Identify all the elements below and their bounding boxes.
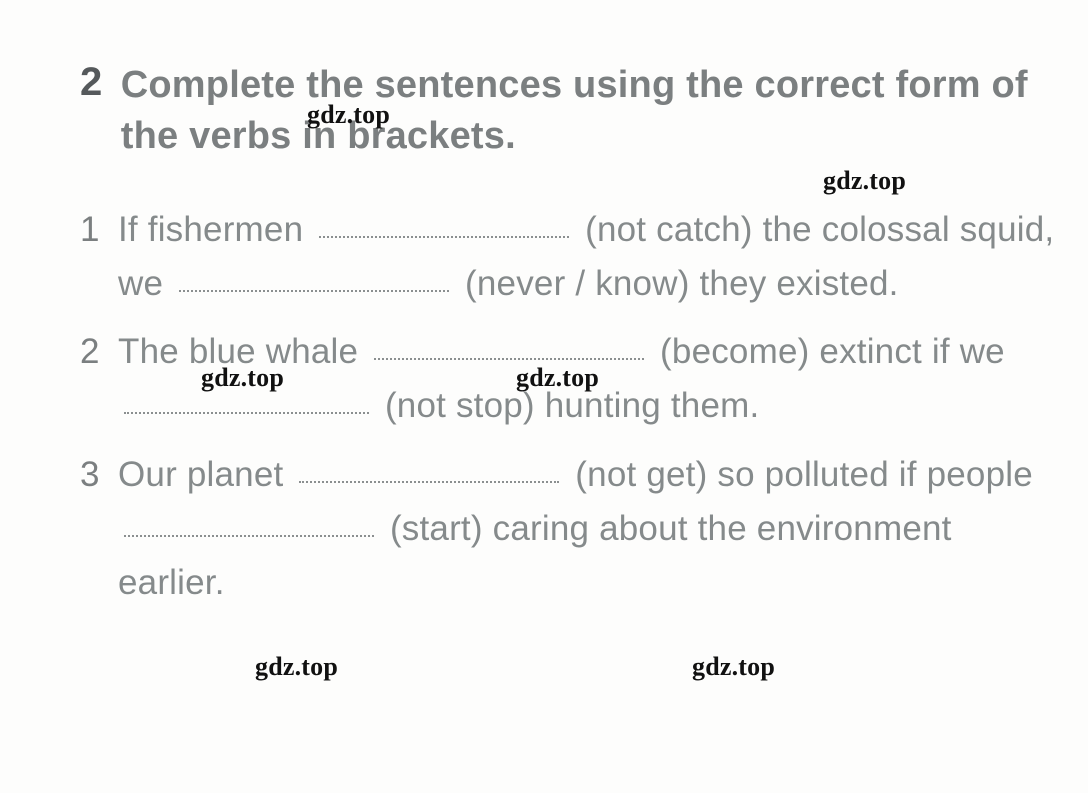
item-number-2: 2 [80,325,118,379]
sentence-fragment: If fishermen [118,210,313,249]
item-text-1: If fishermen (not catch) the colossal sq… [118,203,1058,312]
sentence-fragment: (not stop) hunting them. [385,386,759,425]
blank-input[interactable] [319,206,569,238]
item-text-2: The blue whale (become) extinct if we (n… [118,325,1058,434]
blank-input[interactable] [179,260,449,292]
watermark: gdz.top [692,652,775,682]
sentence-fragment: (never / know) they existed. [465,264,899,303]
blank-input[interactable] [299,451,559,483]
sentence-fragment: (not get) so polluted if people [575,455,1033,494]
item-number-3: 3 [80,448,118,502]
sentence-fragment: (become) extinct if we [660,332,1005,371]
exercise-number: 2 [80,60,103,104]
sentence-fragment: The blue whale [118,332,368,371]
exercise-header: 2 Complete the sentences using the corre… [80,60,1058,163]
sentence-item: 1 If fishermen (not catch) the colossal … [80,203,1058,312]
item-text-3: Our planet (not get) so polluted if peop… [118,448,1058,611]
sentence-fragment: Our planet [118,455,293,494]
exercise-instruction: Complete the sentences using the correct… [121,60,1058,163]
blank-input[interactable] [374,329,644,361]
sentence-item: 2 The blue whale (become) extinct if we … [80,325,1058,434]
item-number-1: 1 [80,203,118,257]
blank-input[interactable] [124,383,369,415]
watermark: gdz.top [255,652,338,682]
sentence-item: 3 Our planet (not get) so polluted if pe… [80,448,1058,611]
exercise-page: 2 Complete the sentences using the corre… [80,60,1058,624]
blank-input[interactable] [124,505,374,537]
